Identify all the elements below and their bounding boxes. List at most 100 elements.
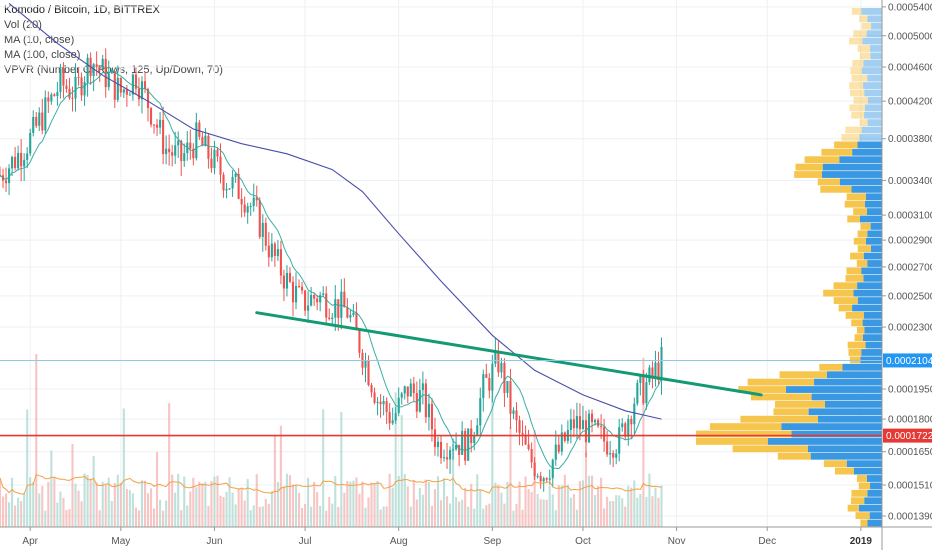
vpvr-row-up <box>862 334 882 342</box>
candle-body <box>146 88 150 109</box>
candle-body <box>494 351 497 364</box>
ma100-line <box>8 2 662 420</box>
candle-body <box>35 116 38 126</box>
volume-bar <box>95 482 98 527</box>
vpvr-row-down <box>855 512 870 519</box>
vpvr-row-down <box>860 519 868 527</box>
volume-bar <box>600 477 603 527</box>
vpvr-row-down <box>853 30 867 38</box>
vpvr-row-up <box>822 163 882 171</box>
candle-body <box>578 416 582 430</box>
volume-bar <box>116 474 119 527</box>
candle-body <box>660 346 663 381</box>
volume-bar <box>361 481 364 527</box>
volume-bar <box>500 492 503 527</box>
candle-body <box>276 249 279 256</box>
volume-bar <box>445 496 449 527</box>
vpvr-row-up <box>846 460 882 468</box>
volume-bar <box>149 488 153 527</box>
vpvr-row-up <box>767 438 882 445</box>
candle-body <box>503 362 506 393</box>
volume-bar <box>382 506 385 527</box>
volume-bar <box>98 510 101 527</box>
volume-bar <box>210 480 213 527</box>
candle-body <box>427 403 430 418</box>
vpvr-row-up <box>870 223 882 230</box>
vpvr-row-down <box>850 89 865 97</box>
y-tick-label: 0.00023000 <box>888 323 932 334</box>
candle-body <box>267 245 270 258</box>
volume-bar <box>482 508 485 527</box>
trendline <box>255 311 763 397</box>
volume-bar <box>113 482 116 527</box>
volume-bar <box>255 474 258 527</box>
vpvr-row-down <box>838 304 853 312</box>
candle-body <box>452 449 455 451</box>
candle-body <box>53 94 56 96</box>
vpvr-row-down <box>750 393 812 401</box>
candle-body <box>654 362 657 377</box>
candle-body <box>476 425 479 436</box>
volume-bar <box>291 484 295 527</box>
candle-body <box>391 420 394 424</box>
volume-bar <box>548 485 551 527</box>
candle-body <box>506 381 509 393</box>
volume-bar <box>237 488 240 527</box>
candle-body <box>539 475 542 482</box>
candle-body <box>615 453 618 458</box>
volume-bar <box>603 508 606 527</box>
candle-body <box>482 374 485 399</box>
vpvr-row-down <box>747 378 815 386</box>
volume-bar <box>615 495 618 527</box>
volume-ma-line <box>0 473 662 495</box>
volume-bar <box>536 493 539 527</box>
vpvr-row-down <box>847 215 860 223</box>
candle-body <box>255 197 258 201</box>
candle-body <box>80 77 83 96</box>
vpvr-row-up <box>864 200 882 208</box>
volume-bar <box>152 508 156 527</box>
y-tick-label: 0.00029000 <box>888 236 932 247</box>
vpvr-row-up <box>864 311 882 319</box>
volume-bar <box>557 484 560 527</box>
candle-body <box>159 119 162 128</box>
vpvr-row-down <box>844 200 865 208</box>
candle-body <box>162 119 165 155</box>
candle-body <box>590 413 594 423</box>
volume-bar <box>26 409 29 527</box>
candle-body <box>370 385 373 393</box>
vpvr-row-up <box>864 497 882 505</box>
candle-body <box>533 462 536 477</box>
vpvr-row-down <box>732 445 808 453</box>
vpvr-row-up <box>861 67 882 75</box>
vpvr-row-up <box>864 326 882 334</box>
candle-body <box>557 444 560 452</box>
volume-bar <box>89 478 92 527</box>
indicator-lines <box>0 2 763 495</box>
volume-bar <box>29 477 32 527</box>
vpvr-row-up <box>867 519 882 527</box>
volume-bar <box>648 473 651 527</box>
volume-bar <box>430 505 433 527</box>
volume-bar <box>452 444 455 527</box>
vpvr-row-down <box>823 289 854 297</box>
candle-body <box>300 286 304 291</box>
vpvr-row-up <box>861 8 882 15</box>
y-tick-label: 0.00016500 <box>888 447 932 458</box>
volume-bar <box>433 489 437 527</box>
candle-body <box>624 423 627 437</box>
vpvr-row-up <box>871 22 882 30</box>
candle-body <box>485 374 488 378</box>
vpvr-row-up <box>859 215 882 223</box>
volume-bar <box>310 506 313 527</box>
volume-bar <box>125 488 128 527</box>
volume-bar <box>11 477 14 527</box>
vpvr-row-down <box>804 156 840 164</box>
vpvr-row-up <box>791 430 882 438</box>
volume-bar <box>424 479 427 527</box>
volume-bar <box>146 493 150 527</box>
vpvr-row-up <box>857 141 882 149</box>
candle-body <box>322 293 325 295</box>
volume-bar <box>264 499 267 527</box>
